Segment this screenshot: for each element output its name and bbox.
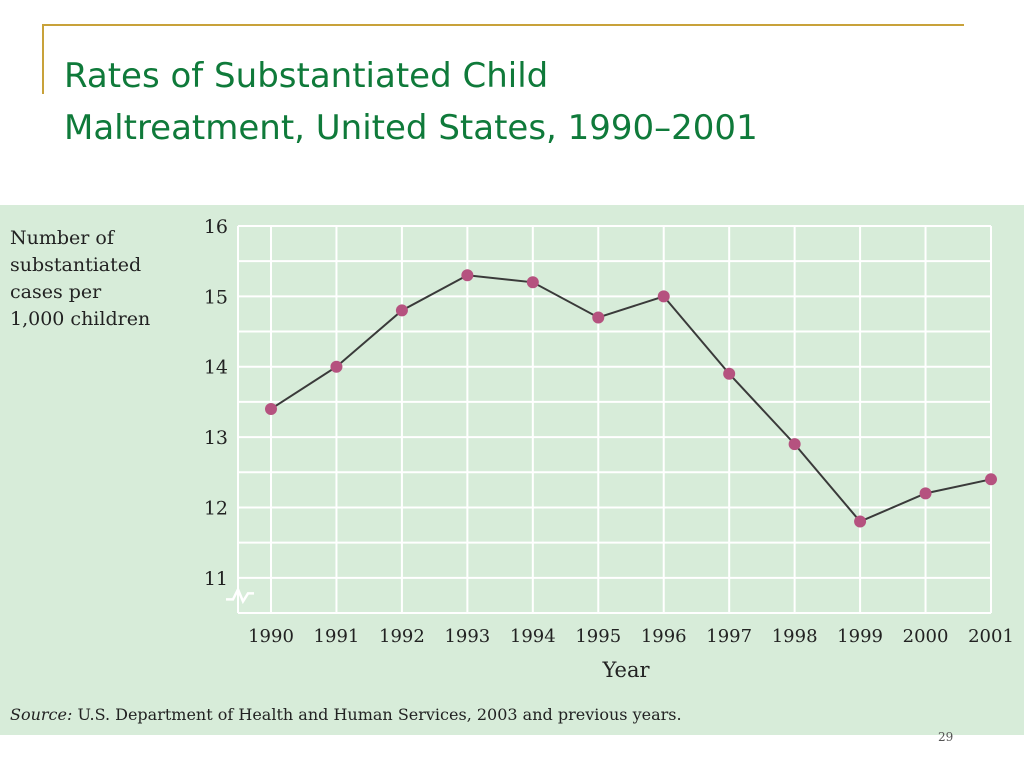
title-frame-left-rule — [42, 24, 44, 94]
data-point-1992 — [395, 304, 408, 317]
data-point-1990 — [265, 402, 277, 415]
data-point-1991 — [330, 360, 343, 373]
x-tick-label-1995: 1995 — [575, 626, 621, 647]
data-point-1997 — [723, 367, 736, 380]
y-tick-label-11: 11 — [204, 568, 228, 590]
x-tick-label-1992: 1992 — [379, 626, 425, 647]
data-point-2000 — [919, 487, 932, 500]
data-point-1995 — [592, 311, 605, 324]
y-tick-label-12: 12 — [204, 497, 228, 519]
data-point-1996 — [657, 290, 670, 303]
y-tick-label-15: 15 — [204, 286, 228, 308]
x-tick-label-2000: 2000 — [903, 626, 949, 647]
x-axis-title: Year — [601, 658, 650, 682]
y-axis-label-line-3: cases per — [10, 281, 102, 303]
source-note: Source: U.S. Department of Health and Hu… — [10, 705, 682, 724]
x-tick-label-1997: 1997 — [706, 626, 752, 647]
x-tick-label-1998: 1998 — [772, 626, 818, 647]
axis-break-icon — [226, 586, 254, 605]
y-axis-label: Number of substantiated cases per 1,000 … — [10, 225, 195, 333]
data-point-1999 — [854, 515, 867, 528]
x-tick-label-1990: 1990 — [248, 626, 294, 647]
x-tick-label-1991: 1991 — [314, 626, 360, 647]
slide-title-line-1: Rates of Substantiated Child — [64, 56, 549, 96]
x-tick-label-2001: 2001 — [968, 626, 1014, 647]
x-tick-label-1993: 1993 — [444, 626, 490, 647]
chart-panel — [0, 205, 1024, 735]
y-axis-label-line-4: 1,000 children — [10, 308, 151, 330]
x-tick-label-1996: 1996 — [641, 626, 687, 647]
x-tick-label-1999: 1999 — [837, 626, 883, 647]
y-tick-label-14: 14 — [204, 357, 228, 379]
data-point-1998 — [788, 438, 801, 451]
y-tick-label-16: 16 — [204, 216, 228, 238]
data-point-1994 — [526, 276, 539, 289]
data-point-1993 — [461, 269, 474, 282]
y-tick-label-13: 13 — [204, 427, 228, 449]
title-frame-top-rule — [42, 24, 964, 26]
slide-title: Rates of Substantiated Child Maltreatmen… — [64, 50, 964, 154]
page-number: 29 — [938, 730, 954, 744]
y-axis-label-line-1: Number of — [10, 227, 114, 249]
source-text: U.S. Department of Health and Human Serv… — [72, 705, 682, 724]
x-tick-label-1994: 1994 — [510, 626, 556, 647]
y-axis-label-line-2: substantiated — [10, 254, 142, 276]
source-label: Source: — [10, 705, 73, 724]
data-point-2001 — [985, 473, 997, 486]
slide-title-line-2: Maltreatment, United States, 1990–2001 — [64, 108, 758, 148]
series-line — [270, 274, 992, 523]
